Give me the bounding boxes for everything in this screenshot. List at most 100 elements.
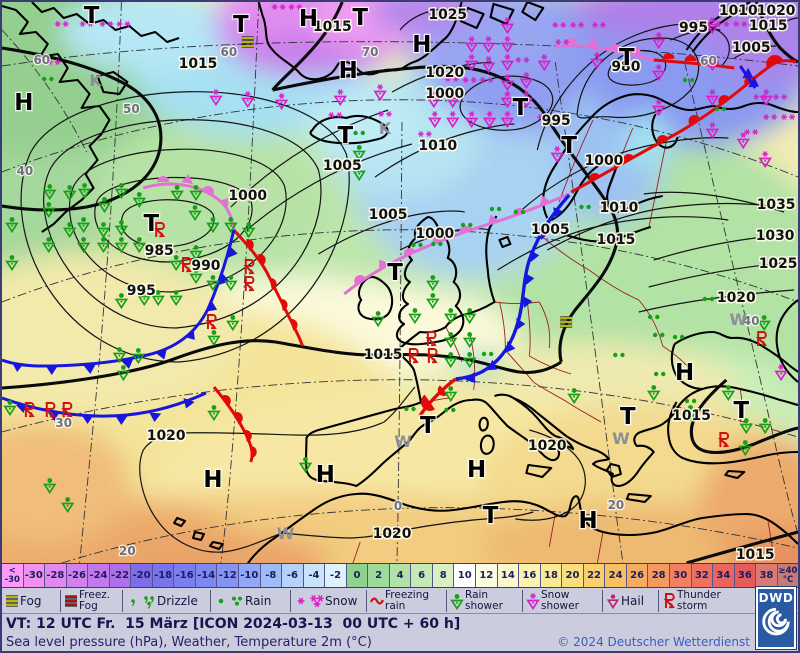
- subtitle-bar: Sea level pressure (hPa), Weather, Tempe…: [2, 633, 798, 651]
- isobar-label-980: 980: [611, 59, 640, 75]
- high-center-label: H: [14, 90, 33, 116]
- valid-time-title: VT: 12 UTC Fr. 15 März [ICON 2024-03-13 …: [6, 615, 461, 632]
- map-gray-letter: W: [730, 310, 748, 329]
- cold-front: [2, 229, 239, 375]
- graticule-label: 60: [700, 54, 717, 68]
- temp-scale-cell: -30: [22, 564, 45, 587]
- graticule-label: 70: [362, 45, 379, 59]
- weather-map: 985 990 995 995 995 980 1000 1000 1000 1000 1005 10…: [2, 2, 798, 563]
- isobar-label-985: 985: [145, 243, 174, 259]
- temp-scale-cell: 14: [496, 564, 519, 587]
- temp-scale-cell: -10: [238, 564, 260, 587]
- freez.-icon: [63, 594, 79, 607]
- map-gray-letter: K: [89, 71, 102, 90]
- low-center-label: T: [483, 503, 499, 529]
- low-center-label: T: [352, 5, 368, 31]
- title-bar: VT: 12 UTC Fr. 15 März [ICON 2024-03-13 …: [2, 614, 798, 633]
- isobar-label-1015: 1015: [597, 232, 636, 248]
- high-center-label: H: [467, 457, 486, 483]
- temp-scale-cell: -28: [44, 564, 66, 587]
- high-center-label: H: [578, 508, 597, 534]
- temp-scale-cell: 22: [582, 564, 605, 587]
- low-center-label: T: [420, 413, 436, 439]
- fog-icon: [4, 594, 20, 607]
- isobar-label-1030: 1030: [756, 228, 795, 244]
- legend-item-rain: Rain: [210, 589, 290, 612]
- isobar-label-1015: 1015: [364, 347, 403, 363]
- isobar-label-1000: 1000: [425, 86, 464, 102]
- graticule-label: 60: [221, 45, 238, 59]
- graticule-label: 60: [33, 53, 50, 67]
- isobar-label-1020: 1020: [757, 3, 796, 19]
- legend-item-fog: Fog: [2, 590, 60, 612]
- isobar-label-1005: 1005: [531, 222, 570, 238]
- dwd-logo-text: DWD: [758, 591, 794, 605]
- temp-scale-cell: -6: [281, 564, 303, 587]
- high-center-label: H: [675, 360, 694, 386]
- temp-scale-cell: 10: [453, 564, 476, 587]
- low-center-label: T: [619, 45, 635, 71]
- temp-scale-cell: 32: [690, 564, 713, 587]
- snow-icon: [296, 590, 325, 612]
- graticule-label: 20: [119, 544, 136, 558]
- temp-scale-cell: 34: [712, 564, 734, 587]
- isobar-label-1025: 1025: [759, 256, 798, 272]
- temp-scale-cell: -14: [194, 564, 217, 587]
- isobar-label-1000: 1000: [585, 153, 624, 169]
- dwd-spiral-icon: [762, 607, 790, 636]
- isobar-label-995: 995: [127, 283, 156, 299]
- temp-scale-cell: 24: [604, 564, 626, 587]
- high-center-label: H: [203, 467, 222, 493]
- temp-scale-cell: 4: [388, 564, 411, 587]
- isobar-label-995: 995: [542, 113, 571, 129]
- high-center-label: H: [412, 32, 431, 58]
- occluded-front: [555, 36, 655, 62]
- isobar-label-1010: 1010: [600, 200, 639, 216]
- temp-scale-cell: -2: [324, 564, 346, 587]
- map-gray-letter: W: [394, 432, 412, 451]
- temp-scale-cell: -22: [108, 564, 131, 587]
- rain-icon: [218, 596, 242, 606]
- low-center-label: T: [143, 211, 159, 237]
- isobar-label-1000: 1000: [228, 188, 267, 204]
- snow-icon: [526, 592, 540, 609]
- isobar-label-1010: 1010: [719, 3, 758, 19]
- low-center-label: T: [733, 398, 749, 424]
- temp-scale-cell: 26: [625, 564, 648, 587]
- graticule-label: 20: [608, 498, 625, 512]
- warm-front: [417, 377, 457, 417]
- freezing-icon: [369, 596, 385, 605]
- temp-scale-cell: 0: [345, 564, 368, 587]
- cold-front: [2, 391, 207, 425]
- low-center-label: T: [513, 95, 529, 121]
- graticule-label: 40: [743, 314, 760, 328]
- isobar-label-1015: 1015: [672, 408, 711, 424]
- graticule-label: 50: [123, 102, 140, 116]
- isobar-label-1010: 1010: [418, 138, 457, 154]
- isobar-label-1035: 1035: [757, 197, 796, 213]
- isobar-label-990: 990: [191, 258, 220, 274]
- temp-scale-cell: 12: [475, 564, 497, 587]
- weather-map-canvas: 985 990 995 995 995 980 1000 1000 1000 1000 1005 10…: [2, 2, 798, 563]
- temp-scale-cell: 2: [367, 564, 389, 587]
- warm-front: [232, 228, 304, 347]
- warm-front: [653, 52, 735, 70]
- isobar-label-1020: 1020: [373, 526, 412, 542]
- temp-scale-cell: ≥40 °C: [776, 564, 798, 587]
- low-center-label: T: [387, 260, 403, 286]
- thunder-icon: [665, 592, 675, 609]
- isobar-label-995: 995: [679, 20, 708, 36]
- chart-subtitle: Sea level pressure (hPa), Weather, Tempe…: [6, 634, 372, 650]
- isobar-label-1015: 1015: [313, 19, 352, 35]
- low-center-label: T: [84, 3, 100, 29]
- isobar-label-1025: 1025: [428, 7, 467, 23]
- graticule-label: 40: [17, 164, 34, 178]
- isobar-label-1020: 1020: [717, 290, 756, 306]
- low-center-label: T: [233, 12, 249, 38]
- legend-item-freezing-rain: Freezing rain: [366, 589, 446, 612]
- hail-icon: [607, 593, 619, 608]
- temp-scale-cell: 16: [518, 564, 540, 587]
- copyright-text: © 2024 Deutscher Wetterdienst: [557, 635, 750, 649]
- legend-item-rain-shower: Rain shower: [446, 589, 522, 612]
